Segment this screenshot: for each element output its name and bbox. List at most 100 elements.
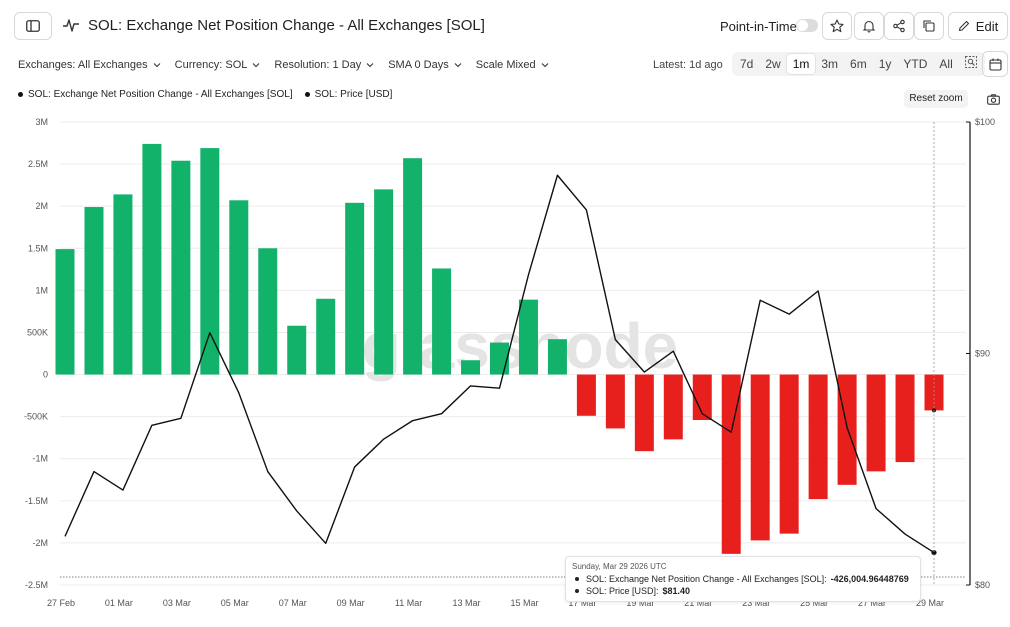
bar[interactable] <box>750 374 770 541</box>
range-6m[interactable]: 6m <box>850 57 867 71</box>
bar[interactable] <box>779 374 799 534</box>
bar[interactable] <box>55 249 75 375</box>
chevron-down-icon <box>541 63 549 68</box>
edit-button[interactable]: Edit <box>948 12 1008 40</box>
tooltip-row-price: SOL: Price [USD]: $81.40 <box>572 586 914 596</box>
y-left-tick-label: 2M <box>35 201 48 211</box>
x-tick-label: 01 Mar <box>105 598 133 608</box>
bar[interactable] <box>808 374 828 500</box>
currency-dropdown[interactable]: Currency: SOL <box>175 58 261 72</box>
bar[interactable] <box>605 374 625 429</box>
range-3m[interactable]: 3m <box>821 57 839 71</box>
bar[interactable] <box>432 268 452 375</box>
bar[interactable] <box>576 374 596 416</box>
calendar-icon <box>988 58 1002 71</box>
y-left-tick-label: -2.5M <box>25 580 48 590</box>
camera-icon <box>986 93 1000 105</box>
toggle-knob <box>797 20 808 31</box>
copy-button[interactable] <box>914 12 944 40</box>
legend-item-price[interactable]: SOL: Price [USD] <box>304 89 392 100</box>
bar[interactable] <box>924 374 944 411</box>
x-tick-label: 03 Mar <box>163 598 191 608</box>
x-tick-label: 05 Mar <box>221 598 249 608</box>
bar[interactable] <box>837 374 857 485</box>
x-tick-label: 27 Feb <box>47 598 75 608</box>
bar[interactable] <box>721 374 741 554</box>
latest-update-label: Latest: 1d ago <box>653 59 723 71</box>
price-line <box>64 174 935 554</box>
chart-legend: SOL: Exchange Net Position Change - All … <box>18 89 392 100</box>
y-left-tick-label: -500K <box>24 412 48 422</box>
screenshot-button[interactable] <box>982 90 1004 108</box>
price-line-series <box>64 174 937 556</box>
bar[interactable] <box>374 189 394 375</box>
favorite-button[interactable] <box>822 12 852 40</box>
resolution-dropdown[interactable]: Resolution: 1 Day <box>274 58 374 72</box>
range-7d[interactable]: 7d <box>740 57 754 71</box>
scale-label: Scale Mixed <box>475 59 536 71</box>
time-range-selector: 7d 2w 1m 3m 6m 1y YTD All <box>732 52 985 76</box>
exchanges-label: Exchanges: All Exchanges <box>18 59 148 71</box>
y-left-tick-label: 500K <box>27 327 48 337</box>
bar[interactable] <box>113 194 133 375</box>
bar[interactable] <box>84 207 104 375</box>
chevron-down-icon <box>153 63 161 68</box>
bar[interactable] <box>200 148 220 375</box>
tooltip-label: SOL: Exchange Net Position Change - All … <box>586 574 827 584</box>
bar[interactable] <box>866 374 886 472</box>
reset-zoom-button[interactable]: Reset zoom <box>904 90 968 108</box>
exchanges-dropdown[interactable]: Exchanges: All Exchanges <box>18 58 161 72</box>
bar[interactable] <box>287 325 307 375</box>
bar[interactable] <box>692 374 712 421</box>
bar[interactable] <box>663 374 683 440</box>
copy-icon <box>923 20 935 32</box>
point-in-time-toggle[interactable] <box>796 19 818 32</box>
y-right-tick-label: $80 <box>975 580 990 590</box>
range-2w[interactable]: 2w <box>765 57 781 71</box>
range-1y[interactable]: 1y <box>878 57 892 71</box>
bar[interactable] <box>345 202 365 375</box>
bar[interactable] <box>142 143 162 375</box>
chart-area[interactable]: glassnode -2.5M-2M-1.5M-1M-500K0500K1M1.… <box>0 110 1010 627</box>
bar[interactable] <box>403 158 423 375</box>
bar[interactable] <box>171 160 191 375</box>
bar[interactable] <box>634 374 654 452</box>
sma-dropdown[interactable]: SMA 0 Days <box>388 58 462 72</box>
x-tick-label: 09 Mar <box>337 598 365 608</box>
y-axis-right: $80 $90 $100 <box>966 117 995 590</box>
pencil-icon <box>958 20 969 32</box>
x-tick-label: 15 Mar <box>510 598 538 608</box>
bar[interactable] <box>547 339 567 375</box>
scale-dropdown[interactable]: Scale Mixed <box>476 58 549 72</box>
share-button[interactable] <box>884 12 914 40</box>
bar[interactable] <box>895 374 915 463</box>
sidebar-toggle-button[interactable] <box>14 12 52 40</box>
custom-range-button[interactable] <box>959 54 983 74</box>
sidebar-icon <box>26 20 40 32</box>
tooltip-value: $81.40 <box>662 586 691 596</box>
tooltip-value: -426,004.96448769 <box>830 574 909 584</box>
bar[interactable] <box>518 299 538 375</box>
bar[interactable] <box>490 342 509 375</box>
zoom-range-icon <box>964 56 977 68</box>
calendar-button[interactable] <box>982 51 1008 77</box>
bar[interactable] <box>258 248 278 375</box>
bar[interactable] <box>461 360 481 375</box>
chevron-down-icon <box>454 63 462 68</box>
tooltip-date: Sunday, Mar 29 2026 UTC <box>572 562 667 571</box>
range-1m[interactable]: 1m <box>786 54 816 74</box>
alert-button[interactable] <box>854 12 884 40</box>
resolution-label: Resolution: 1 Day <box>274 59 362 71</box>
x-tick-label: 21 Mar <box>684 598 712 608</box>
bar[interactable] <box>229 200 249 375</box>
range-ytd[interactable]: YTD <box>903 57 928 71</box>
chart-header: SOL: Exchange Net Position Change - All … <box>0 0 1010 52</box>
point-in-time-label: Point-in-Time <box>720 19 797 34</box>
bar-series <box>55 143 944 554</box>
y-left-tick-label: 2.5M <box>28 159 48 169</box>
bar[interactable] <box>316 298 336 375</box>
y-axis-left: -2.5M -2M -1.5M -1M -500K 0 500K 1M 1.5M 2M 2.5M 3M <box>24 117 48 590</box>
chart-line-icon <box>63 19 79 32</box>
range-all[interactable]: All <box>939 57 953 71</box>
legend-item-net-position[interactable]: SOL: Exchange Net Position Change - All … <box>18 89 293 100</box>
